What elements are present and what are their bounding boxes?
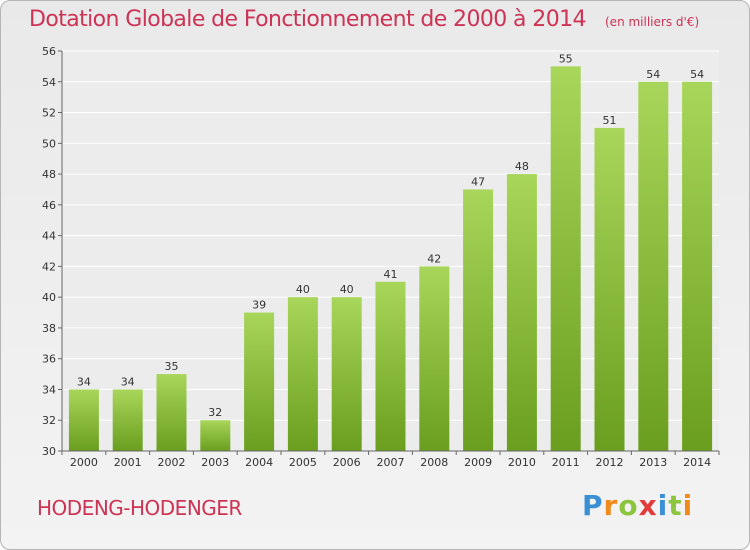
y-tick-label: 56	[42, 45, 56, 58]
data-label: 47	[471, 175, 485, 188]
data-label: 54	[646, 68, 660, 81]
x-tick-label: 2013	[639, 456, 667, 469]
data-label: 34	[77, 375, 91, 388]
data-label: 42	[427, 252, 441, 265]
y-tick-label: 52	[42, 107, 56, 120]
data-label: 41	[384, 268, 398, 281]
bar-2011[interactable]	[550, 66, 581, 451]
y-tick-label: 44	[42, 230, 56, 243]
y-tick-label: 36	[42, 353, 56, 366]
commune-name: HODENG-HODENGER	[37, 496, 242, 520]
x-tick-label: 2005	[289, 456, 317, 469]
x-tick-label: 2012	[596, 456, 624, 469]
x-tick-label: 2003	[201, 456, 229, 469]
y-tick-label: 30	[42, 445, 56, 458]
y-tick-label: 46	[42, 199, 56, 212]
x-tick-label: 2002	[158, 456, 186, 469]
y-tick-label: 32	[42, 414, 56, 427]
chart-subtitle: (en milliers d'€)	[605, 15, 700, 29]
y-tick-label: 40	[42, 291, 56, 304]
x-tick-label: 2001	[114, 456, 142, 469]
proxiti-logo[interactable]: Proxiti	[582, 489, 694, 522]
data-label: 55	[559, 52, 573, 65]
bar-2009[interactable]	[463, 189, 494, 451]
data-label: 39	[252, 299, 266, 312]
bar-2010[interactable]	[506, 174, 537, 452]
bar-2001[interactable]	[112, 389, 143, 451]
bar-2000[interactable]	[68, 389, 99, 451]
x-tick-label: 2009	[464, 456, 492, 469]
y-tick-label: 38	[42, 322, 56, 335]
bar-2003[interactable]	[200, 420, 231, 451]
chart-title: Dotation Globale de Fonctionnement de 20…	[29, 7, 587, 32]
bar-2014[interactable]	[682, 81, 713, 452]
x-tick-label: 2010	[508, 456, 536, 469]
data-label: 34	[121, 375, 135, 388]
x-tick-label: 2011	[552, 456, 580, 469]
x-tick-label: 2007	[377, 456, 405, 469]
data-label: 51	[603, 114, 617, 127]
bar-2013[interactable]	[638, 81, 669, 452]
y-tick-label: 54	[42, 76, 56, 89]
data-label: 32	[208, 406, 222, 419]
data-label: 48	[515, 160, 529, 173]
bar-2012[interactable]	[594, 127, 625, 451]
y-tick-label: 34	[42, 383, 56, 396]
title-row: Dotation Globale de Fonctionnement de 20…	[29, 7, 699, 32]
data-label: 40	[340, 283, 354, 296]
y-tick-label: 42	[42, 260, 56, 273]
bar-2004[interactable]	[244, 312, 275, 451]
data-label: 40	[296, 283, 310, 296]
bar-2007[interactable]	[375, 281, 406, 451]
bar-2005[interactable]	[287, 297, 318, 451]
data-label: 35	[165, 360, 179, 373]
x-tick-label: 2008	[420, 456, 448, 469]
x-tick-label: 2006	[333, 456, 361, 469]
bar-2006[interactable]	[331, 297, 362, 451]
x-tick-label: 2014	[683, 456, 711, 469]
y-tick-label: 50	[42, 137, 56, 150]
bar-2008[interactable]	[419, 266, 450, 451]
x-tick-label: 2000	[70, 456, 98, 469]
x-tick-label: 2004	[245, 456, 273, 469]
y-tick-label: 48	[42, 168, 56, 181]
data-label: 54	[690, 68, 704, 81]
bar-2002[interactable]	[156, 374, 187, 451]
